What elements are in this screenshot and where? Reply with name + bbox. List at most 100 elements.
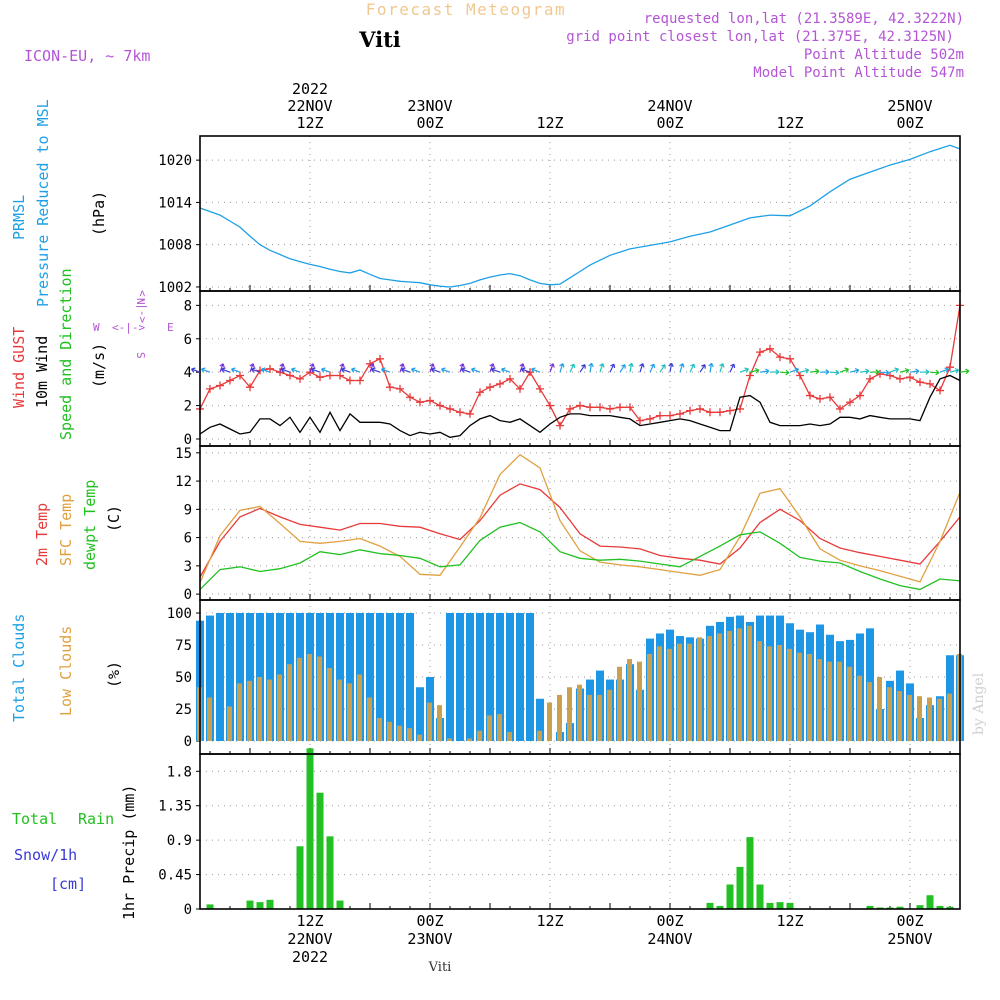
low-cloud-bar [547, 702, 552, 741]
product-title: Forecast Meteogram [366, 0, 566, 19]
wind-gust-marker [236, 371, 244, 380]
wind-arrow [919, 369, 930, 375]
total-cloud-bar [336, 613, 344, 741]
precip-label-rain: Rain [78, 810, 114, 828]
wind-arrow [849, 367, 860, 374]
bottom-time-label: 2022 [292, 948, 328, 966]
low-cloud-bar [417, 734, 422, 741]
temperature-series-1 [199, 453, 961, 584]
grid-point-coords: grid point closest lon,lat (21.375E, 42.… [566, 29, 954, 45]
clouds-ytick-label: 100 [167, 606, 192, 622]
precip-ytick-label: 0 [184, 902, 192, 918]
wind-direction-arrows [191, 362, 970, 376]
compass-rose: W <-|-> E <-|-> N S [93, 290, 174, 359]
precip-ytick-label: 0.9 [167, 833, 192, 849]
low-cloud-bar [807, 653, 812, 741]
wind-arrow [519, 363, 525, 373]
wind-arrow [579, 364, 586, 373]
wind-arrow [679, 363, 685, 373]
rain-bar [716, 905, 724, 909]
wind-gust-marker [796, 371, 804, 380]
wind-arrow [799, 367, 810, 374]
rain-bar [776, 902, 784, 909]
clouds-ytick-label: 25 [175, 702, 192, 718]
bottom-time-label: 12Z [776, 912, 803, 930]
rain-bar [866, 905, 874, 909]
temperature-ytick-label: 15 [175, 446, 192, 462]
wind-arrow [261, 367, 271, 373]
low-cloud-bar [427, 702, 432, 741]
wind-gust-marker [766, 344, 774, 353]
low-cloud-bar [627, 659, 632, 741]
low-cloud-bar [247, 680, 252, 741]
wind-gust-marker [566, 404, 574, 413]
wind-arrow [959, 368, 970, 375]
wind-arrow [809, 368, 820, 375]
clouds-ytick-label: 50 [175, 670, 192, 686]
total-cloud-bar [496, 613, 504, 741]
compass-east: E [167, 321, 174, 334]
wind-gust-marker [926, 379, 934, 388]
low-cloud-bar [647, 653, 652, 741]
wind-arrow [201, 367, 211, 373]
wind-arrow [371, 367, 381, 373]
wind-panel: 0 2 4 6 8 [184, 290, 964, 448]
pressure-ytick-label: 1014 [158, 195, 192, 211]
wind-gust-marker [646, 414, 654, 423]
cloud-unit: (%) [105, 661, 123, 688]
temperature-ytick-label: 6 [184, 531, 192, 547]
low-cloud-bar [267, 679, 272, 741]
cloud-label-total: Total Clouds [10, 614, 28, 722]
wind-gust-marker [296, 374, 304, 383]
low-cloud-bar [437, 705, 442, 741]
temperature-series-0 [199, 483, 961, 578]
top-time-label: 00Z [656, 114, 683, 132]
rain-bar [746, 837, 754, 909]
low-cloud-bar [607, 689, 612, 741]
wind-arrow [668, 362, 674, 373]
wind-arrow [829, 369, 840, 376]
top-time-label: 24NOV [647, 97, 692, 115]
wind-gust-marker [866, 374, 874, 383]
wind-arrow [879, 369, 890, 376]
wind-gust-marker [596, 403, 604, 412]
precip-ylabel: 1hr Precip (mm) [120, 785, 138, 920]
rain-bar [766, 902, 774, 909]
low-cloud-bar [737, 628, 742, 741]
total-cloud-bar [416, 687, 424, 741]
point-altitude: Point Altitude 502m [804, 47, 964, 63]
wind-gust-marker [536, 384, 544, 393]
wind-arrow [619, 364, 626, 373]
low-cloud-bar [657, 646, 662, 741]
wind-gust-marker [386, 383, 394, 392]
rain-bar [936, 905, 944, 909]
wind-label-10m: 10m Wind [33, 336, 51, 408]
wind-ytick-label: 0 [184, 432, 192, 448]
wind-gust-marker [436, 401, 444, 410]
wind-arrow [609, 363, 616, 373]
bottom-time-label: 00Z [416, 912, 443, 930]
wind-arrow [489, 363, 495, 373]
wind-gust-marker [496, 379, 504, 388]
wind-arrow [521, 367, 531, 373]
model-point-altitude: Model Point Altitude 547m [753, 65, 964, 81]
rain-bar [896, 906, 904, 909]
low-cloud-bar [837, 661, 842, 741]
wind-gust-marker [936, 386, 944, 395]
wind-gust-marker [506, 374, 514, 383]
bottom-time-label: 22NOV [287, 930, 332, 948]
total-cloud-bar [486, 613, 494, 741]
temp-label-dewpt: dewpt Temp [81, 480, 99, 570]
top-time-label: 25NOV [887, 97, 932, 115]
wind-gust-marker [286, 371, 294, 380]
wind-arrow [441, 367, 451, 373]
pressure-label-msl: Pressure Reduced to MSL [34, 99, 52, 307]
temp-label-sfc: SFC Temp [57, 494, 75, 566]
rain-bar [256, 902, 264, 909]
total-cloud-bar [446, 613, 454, 741]
wind-arrow [949, 367, 960, 374]
low-cloud-bar [637, 661, 642, 741]
precip-frame [199, 753, 961, 910]
low-cloud-bar [227, 706, 232, 741]
